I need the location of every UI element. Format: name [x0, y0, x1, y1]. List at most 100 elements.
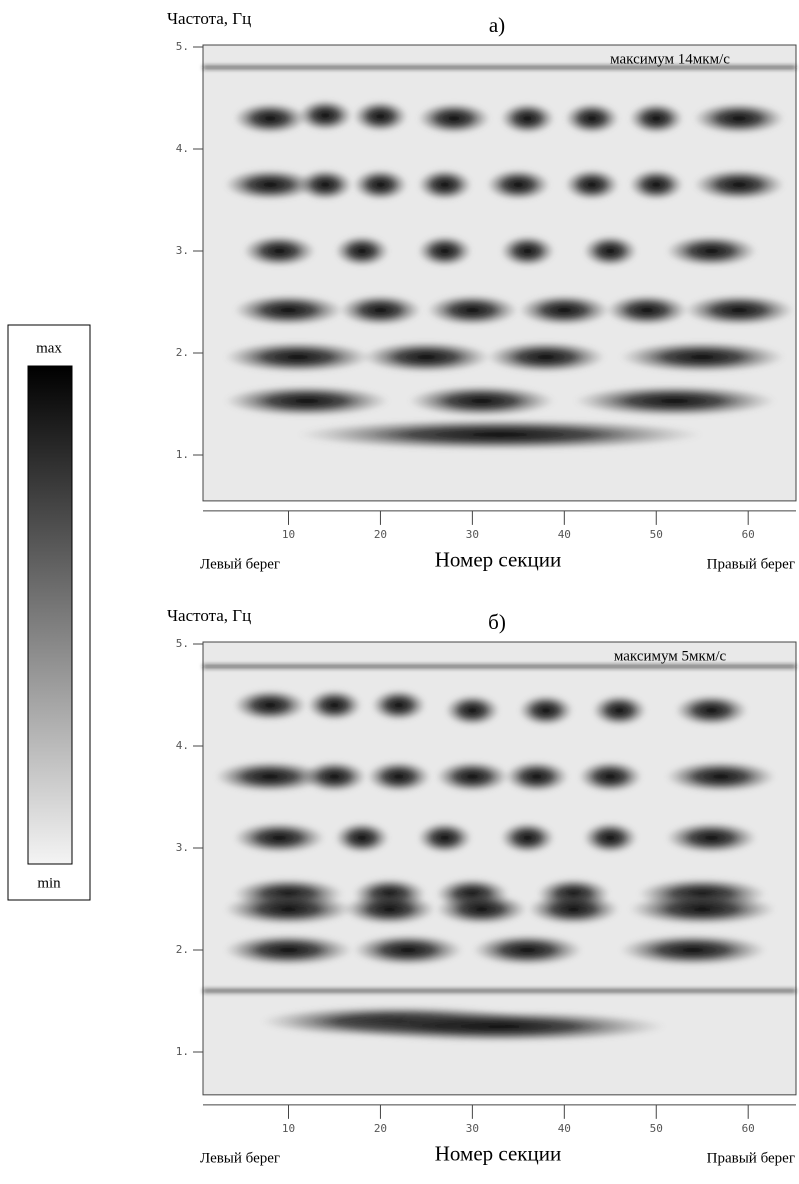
blob [582, 821, 638, 854]
blob [683, 294, 795, 327]
blob [665, 821, 758, 854]
blob [527, 893, 620, 926]
y-tick-label: 3. [176, 841, 189, 854]
blob [499, 102, 556, 135]
blob [628, 102, 684, 135]
x-tick-label: 20 [374, 1122, 387, 1135]
blob [302, 760, 367, 793]
annotation: максимум 5мкм/с [614, 648, 727, 664]
ridge-line [203, 65, 796, 69]
blob [619, 341, 785, 374]
blob [233, 821, 326, 854]
blob [352, 100, 409, 133]
ridge-line [203, 664, 796, 668]
blob [297, 418, 703, 451]
blob [224, 934, 353, 966]
blob [417, 235, 473, 267]
x-tick-label: 30 [466, 528, 479, 541]
y-tick-label: 1. [176, 448, 189, 461]
blob [352, 168, 409, 201]
blob [693, 102, 785, 135]
x-tick-label: 50 [650, 1122, 663, 1135]
y-tick-label: 2. [176, 346, 189, 359]
blob [339, 294, 422, 327]
blob [518, 694, 574, 727]
blob [366, 760, 432, 793]
x-tick-label: 40 [558, 1122, 571, 1135]
blob [362, 341, 491, 374]
right-label: Правый берег [707, 1150, 795, 1166]
blob [224, 893, 353, 926]
ridge-line [203, 989, 796, 993]
blob [444, 694, 500, 727]
blob [417, 821, 473, 854]
x-axis-label: Номер секции [435, 548, 561, 572]
blob [578, 760, 643, 793]
x-axis-label: Номер секции [435, 1142, 561, 1166]
colorbar-max: max [36, 340, 62, 356]
annotation: максимум 14мкм/с [610, 51, 730, 67]
x-tick-label: 40 [558, 528, 571, 541]
x-tick-label: 50 [650, 528, 663, 541]
panel-title: б) [488, 610, 506, 634]
x-tick-label: 10 [282, 528, 295, 541]
y-tick-label: 4. [176, 739, 189, 752]
x-tick-label: 20 [374, 528, 387, 541]
blob [233, 294, 344, 327]
blob [334, 1010, 666, 1043]
x-tick-label: 10 [282, 1122, 295, 1135]
blob [564, 168, 620, 201]
x-tick-label: 60 [742, 528, 755, 541]
blob [518, 294, 611, 327]
blob [499, 235, 556, 267]
left-label: Левый берег [200, 556, 280, 572]
blob [605, 294, 689, 327]
blob [408, 384, 556, 417]
blob [334, 235, 390, 267]
blob [224, 384, 390, 417]
blob [564, 102, 620, 135]
blob [306, 689, 363, 722]
blob [628, 893, 776, 926]
blob [665, 235, 758, 267]
y-tick-label: 5. [176, 637, 189, 650]
y-tick-label: 5. [176, 40, 189, 53]
blob [297, 99, 353, 132]
blob [435, 760, 510, 793]
blob [334, 821, 390, 854]
y-tick-label: 1. [176, 1045, 189, 1058]
y-axis-label: Частота, Гц [167, 606, 251, 625]
blob [352, 934, 464, 966]
blob [435, 893, 528, 926]
blob [582, 235, 638, 267]
blob [233, 689, 307, 722]
heatmap [203, 65, 796, 451]
y-tick-label: 2. [176, 943, 189, 956]
blob [343, 893, 436, 926]
y-tick-label: 3. [176, 244, 189, 257]
blob [628, 168, 684, 201]
blob [619, 934, 767, 966]
left-label: Левый берег [200, 1150, 280, 1166]
blob [224, 168, 317, 201]
colorbar [27, 365, 73, 865]
y-axis-label: Частота, Гц [167, 9, 251, 28]
blob [472, 934, 583, 966]
blob [242, 235, 317, 267]
blob [426, 294, 519, 327]
blob [233, 102, 307, 135]
blob [417, 168, 473, 201]
panel-title: а) [489, 13, 505, 37]
heatmap [203, 664, 796, 1043]
x-tick-label: 60 [742, 1122, 755, 1135]
blob [499, 821, 556, 854]
x-tick-label: 30 [466, 1122, 479, 1135]
blob [297, 168, 353, 201]
blob [486, 168, 551, 201]
blob [674, 694, 749, 727]
blob [417, 102, 491, 135]
blob [214, 760, 326, 793]
y-tick-label: 4. [176, 142, 189, 155]
blob [486, 341, 606, 374]
